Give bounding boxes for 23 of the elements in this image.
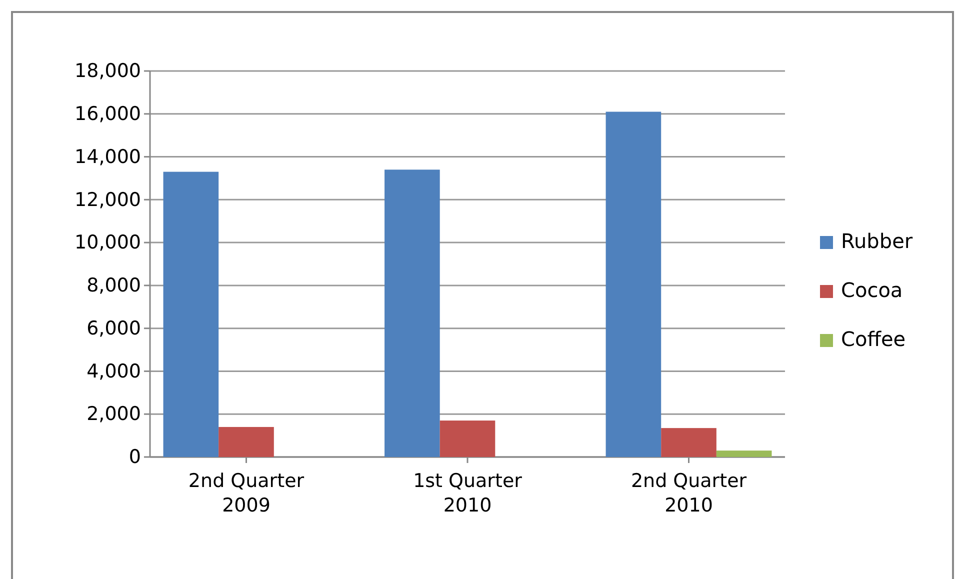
- x-tick-label: 1st Quarter 2010: [413, 470, 522, 517]
- y-tick-label: 10,000: [74, 232, 141, 254]
- y-tick-label: 4,000: [86, 360, 141, 382]
- y-tick-label: 12,000: [74, 188, 141, 211]
- legend-label: Cocoa: [841, 278, 903, 302]
- bar: [440, 420, 496, 457]
- bar: [384, 170, 440, 457]
- bar: [661, 428, 716, 457]
- y-tick-label: 0: [128, 446, 141, 468]
- x-tick-label: 2nd Quarter 2010: [630, 470, 747, 517]
- y-tick-label: 18,000: [74, 60, 141, 82]
- bar: [606, 112, 662, 457]
- bar: [716, 450, 772, 457]
- bar: [163, 172, 219, 457]
- y-tick-label: 16,000: [74, 102, 141, 125]
- y-tick-label: 2,000: [86, 403, 141, 426]
- y-tick-label: 8,000: [86, 274, 141, 297]
- legend-label: Coffee: [841, 327, 906, 351]
- x-tick-label: 2nd Quarter 2009: [188, 470, 304, 517]
- y-tick-label: 14,000: [74, 146, 141, 168]
- bar: [218, 426, 274, 457]
- y-tick-label: 6,000: [86, 317, 141, 340]
- legend-label: Rubber: [841, 229, 914, 253]
